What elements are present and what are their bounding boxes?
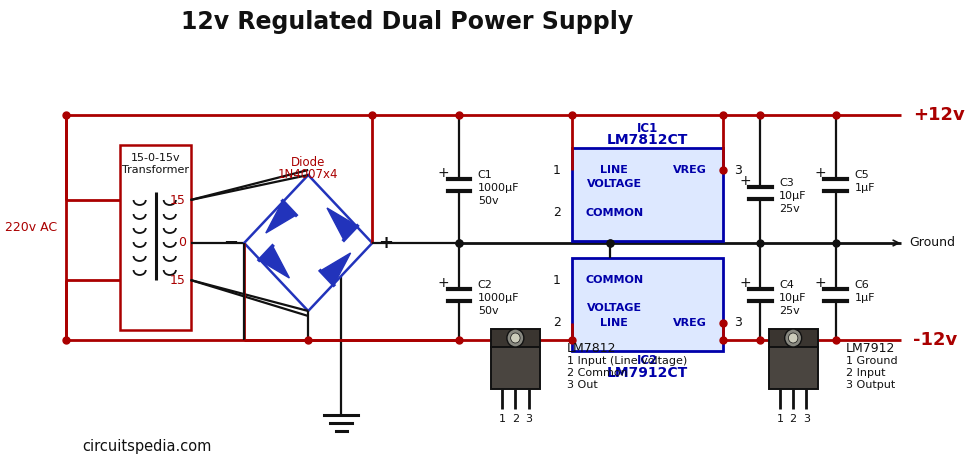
Text: Diode: Diode [291,156,325,169]
Text: 1: 1 [552,164,560,176]
Text: LM7912CT: LM7912CT [606,366,687,380]
Polygon shape [266,201,296,233]
Text: 15: 15 [170,193,186,207]
Text: +: + [378,234,392,252]
Text: 1000μF: 1000μF [477,293,518,303]
Circle shape [510,333,519,343]
Text: circuitspedia.com: circuitspedia.com [82,440,211,454]
Text: 50v: 50v [477,196,498,206]
Text: 25v: 25v [778,306,799,316]
Text: +12v: +12v [912,106,963,124]
Text: 2: 2 [552,207,560,219]
Text: 2 Common: 2 Common [567,368,627,378]
Text: LINE: LINE [600,318,628,328]
Text: 10μF: 10μF [778,191,805,201]
Text: 1: 1 [775,414,783,424]
Text: C2: C2 [477,280,492,290]
Text: 10μF: 10μF [778,293,805,303]
Text: 3: 3 [734,164,741,176]
Circle shape [784,329,800,347]
Text: 1: 1 [498,414,505,424]
Text: C6: C6 [854,280,868,290]
Text: 1μF: 1μF [854,183,874,193]
Text: VOLTAGE: VOLTAGE [586,179,641,189]
Text: COMMON: COMMON [584,275,642,285]
Text: 1N4007x4: 1N4007x4 [278,168,338,180]
Text: 2 Input: 2 Input [845,368,885,378]
Text: +: + [738,276,750,290]
FancyBboxPatch shape [490,329,540,347]
Text: 1000μF: 1000μF [477,183,518,193]
Text: Ground: Ground [908,236,954,250]
Text: +: + [738,174,750,188]
Polygon shape [259,246,289,278]
Polygon shape [327,208,357,240]
FancyBboxPatch shape [767,329,817,347]
FancyBboxPatch shape [120,145,190,330]
Circle shape [507,329,523,347]
Text: 3 Out: 3 Out [567,380,597,390]
Text: 50v: 50v [477,306,498,316]
Text: 3: 3 [734,316,741,329]
FancyBboxPatch shape [767,347,817,389]
Circle shape [788,333,797,343]
Text: 220v AC: 220v AC [5,221,57,234]
Text: 1 Ground: 1 Ground [845,356,896,366]
Text: 1: 1 [552,273,560,287]
Text: C5: C5 [854,170,868,180]
FancyBboxPatch shape [572,258,722,351]
Text: 2: 2 [512,414,518,424]
Text: 1μF: 1μF [854,293,874,303]
Text: C1: C1 [477,170,492,180]
Text: IC1: IC1 [636,121,657,135]
Text: 2: 2 [552,316,560,329]
Text: 15: 15 [170,273,186,287]
Text: Transformer: Transformer [121,165,189,175]
FancyBboxPatch shape [572,148,722,241]
Text: VREG: VREG [672,165,705,175]
Text: 3: 3 [524,414,532,424]
Text: VREG: VREG [672,318,705,328]
Text: 25v: 25v [778,204,799,214]
Text: VOLTAGE: VOLTAGE [586,303,641,313]
Text: 12v Regulated Dual Power Supply: 12v Regulated Dual Power Supply [181,10,633,34]
Text: +: + [438,276,450,290]
Polygon shape [244,175,372,311]
Text: C3: C3 [778,178,793,188]
Text: +: + [814,276,826,290]
Text: 2: 2 [789,414,796,424]
Text: 15-0-15v: 15-0-15v [130,153,180,163]
Text: LM7812CT: LM7812CT [606,133,687,147]
Text: LM7812: LM7812 [567,342,616,354]
FancyBboxPatch shape [490,347,540,389]
Text: C4: C4 [778,280,793,290]
Text: LINE: LINE [600,165,628,175]
Text: −: − [223,234,238,252]
Text: IC2: IC2 [636,354,657,367]
Text: -12v: -12v [912,331,956,349]
Polygon shape [320,253,350,285]
Text: LM7912: LM7912 [845,342,894,354]
Text: COMMON: COMMON [584,208,642,218]
Text: 3: 3 [802,414,809,424]
Text: 0: 0 [177,236,186,250]
Text: +: + [814,166,826,180]
Text: +: + [438,166,450,180]
Text: 3 Output: 3 Output [845,380,894,390]
Text: 1 Input (Line voltage): 1 Input (Line voltage) [567,356,687,366]
